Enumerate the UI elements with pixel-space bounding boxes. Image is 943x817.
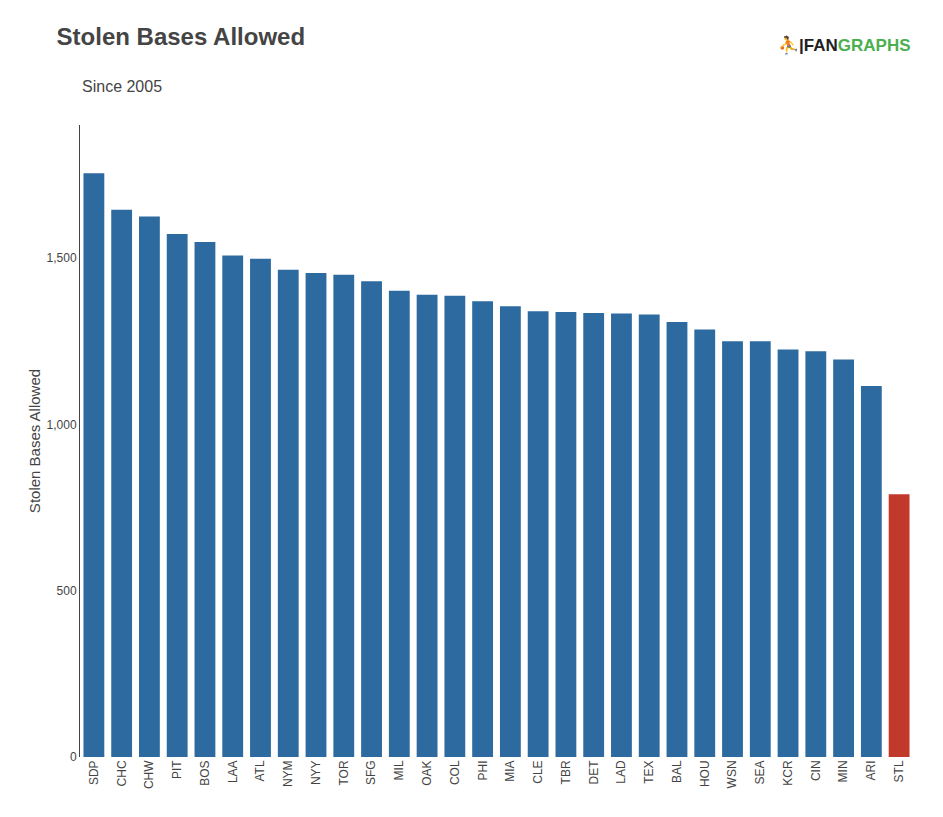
svg-text:BOS: BOS <box>198 760 212 785</box>
svg-text:Since 2005: Since 2005 <box>82 78 162 95</box>
svg-text:MIN: MIN <box>836 760 850 782</box>
svg-text:COL: COL <box>448 760 462 785</box>
svg-text:SDP: SDP <box>87 760 101 785</box>
svg-text:BAL: BAL <box>670 760 684 783</box>
svg-text:CLE: CLE <box>531 760 545 783</box>
svg-text:⛹|FANGRAPHS: ⛹|FANGRAPHS <box>778 35 911 55</box>
svg-text:1,000: 1,000 <box>47 418 77 432</box>
svg-text:NYM: NYM <box>281 760 295 787</box>
svg-text:CHC: CHC <box>115 760 129 786</box>
svg-text:STL: STL <box>892 760 906 782</box>
svg-text:MIA: MIA <box>503 760 517 781</box>
svg-text:ARI: ARI <box>864 760 878 780</box>
svg-text:SFG: SFG <box>364 760 378 785</box>
svg-text:OAK: OAK <box>420 760 434 785</box>
svg-text:1,500: 1,500 <box>47 251 77 265</box>
svg-text:SEA: SEA <box>753 760 767 784</box>
svg-text:TBR: TBR <box>559 760 573 784</box>
svg-text:TEX: TEX <box>642 760 656 783</box>
svg-text:KCR: KCR <box>781 760 795 786</box>
svg-text:PHI: PHI <box>476 760 490 780</box>
svg-text:500: 500 <box>57 584 77 598</box>
svg-text:Stolen Bases Allowed: Stolen Bases Allowed <box>26 369 43 513</box>
svg-text:WSN: WSN <box>725 760 739 788</box>
svg-text:MIL: MIL <box>392 760 406 780</box>
svg-text:ATL: ATL <box>253 760 267 781</box>
svg-text:Stolen Bases Allowed: Stolen Bases Allowed <box>57 23 306 50</box>
svg-text:LAA: LAA <box>226 760 240 783</box>
svg-text:PIT: PIT <box>170 760 184 779</box>
svg-text:NYY: NYY <box>309 760 323 785</box>
svg-text:HOU: HOU <box>698 760 712 787</box>
svg-text:TOR: TOR <box>337 760 351 785</box>
svg-text:0: 0 <box>70 750 77 764</box>
svg-text:CIN: CIN <box>809 760 823 781</box>
svg-text:CHW: CHW <box>142 760 156 789</box>
svg-text:LAD: LAD <box>614 760 628 784</box>
svg-text:DET: DET <box>587 760 601 785</box>
